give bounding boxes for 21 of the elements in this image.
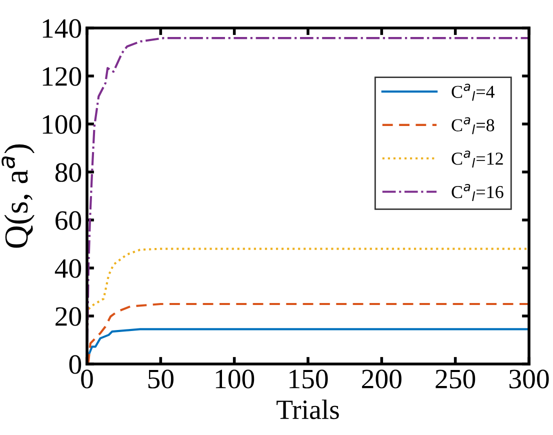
y-tick-label: 0 <box>69 355 82 374</box>
x-tick-label: 50 <box>148 370 174 388</box>
x-tick-label: 0 <box>81 370 93 388</box>
x-tick-label: 200 <box>362 370 402 388</box>
y-tick-label: 100 <box>42 115 82 134</box>
y-tick-label: 40 <box>54 259 82 278</box>
x-tick-label: 100 <box>216 370 254 388</box>
y-tick-label: 140 <box>42 19 82 38</box>
y-tick-label: 120 <box>42 67 82 86</box>
y-axis-title: Q(s, a$^{a}$) <box>2 144 35 248</box>
x-tick-label: 300 <box>509 370 549 388</box>
legend-label: C$^{a}$$_{l}$=12 <box>452 150 503 168</box>
x-axis-title: Trials <box>276 400 339 420</box>
legend-label: C$^{a}$$_{l}$=4 <box>452 84 495 101</box>
legend-label: C$^{a}$$_{l}$=16 <box>452 184 504 201</box>
y-tick-label: 60 <box>56 211 82 230</box>
legend-label: C$^{a}$$_{l}$=8 <box>452 117 494 134</box>
x-tick-label: 250 <box>436 370 476 388</box>
x-tick-label: 150 <box>290 370 328 388</box>
y-tick-label: 80 <box>55 163 82 182</box>
y-tick-label: 20 <box>56 307 82 326</box>
